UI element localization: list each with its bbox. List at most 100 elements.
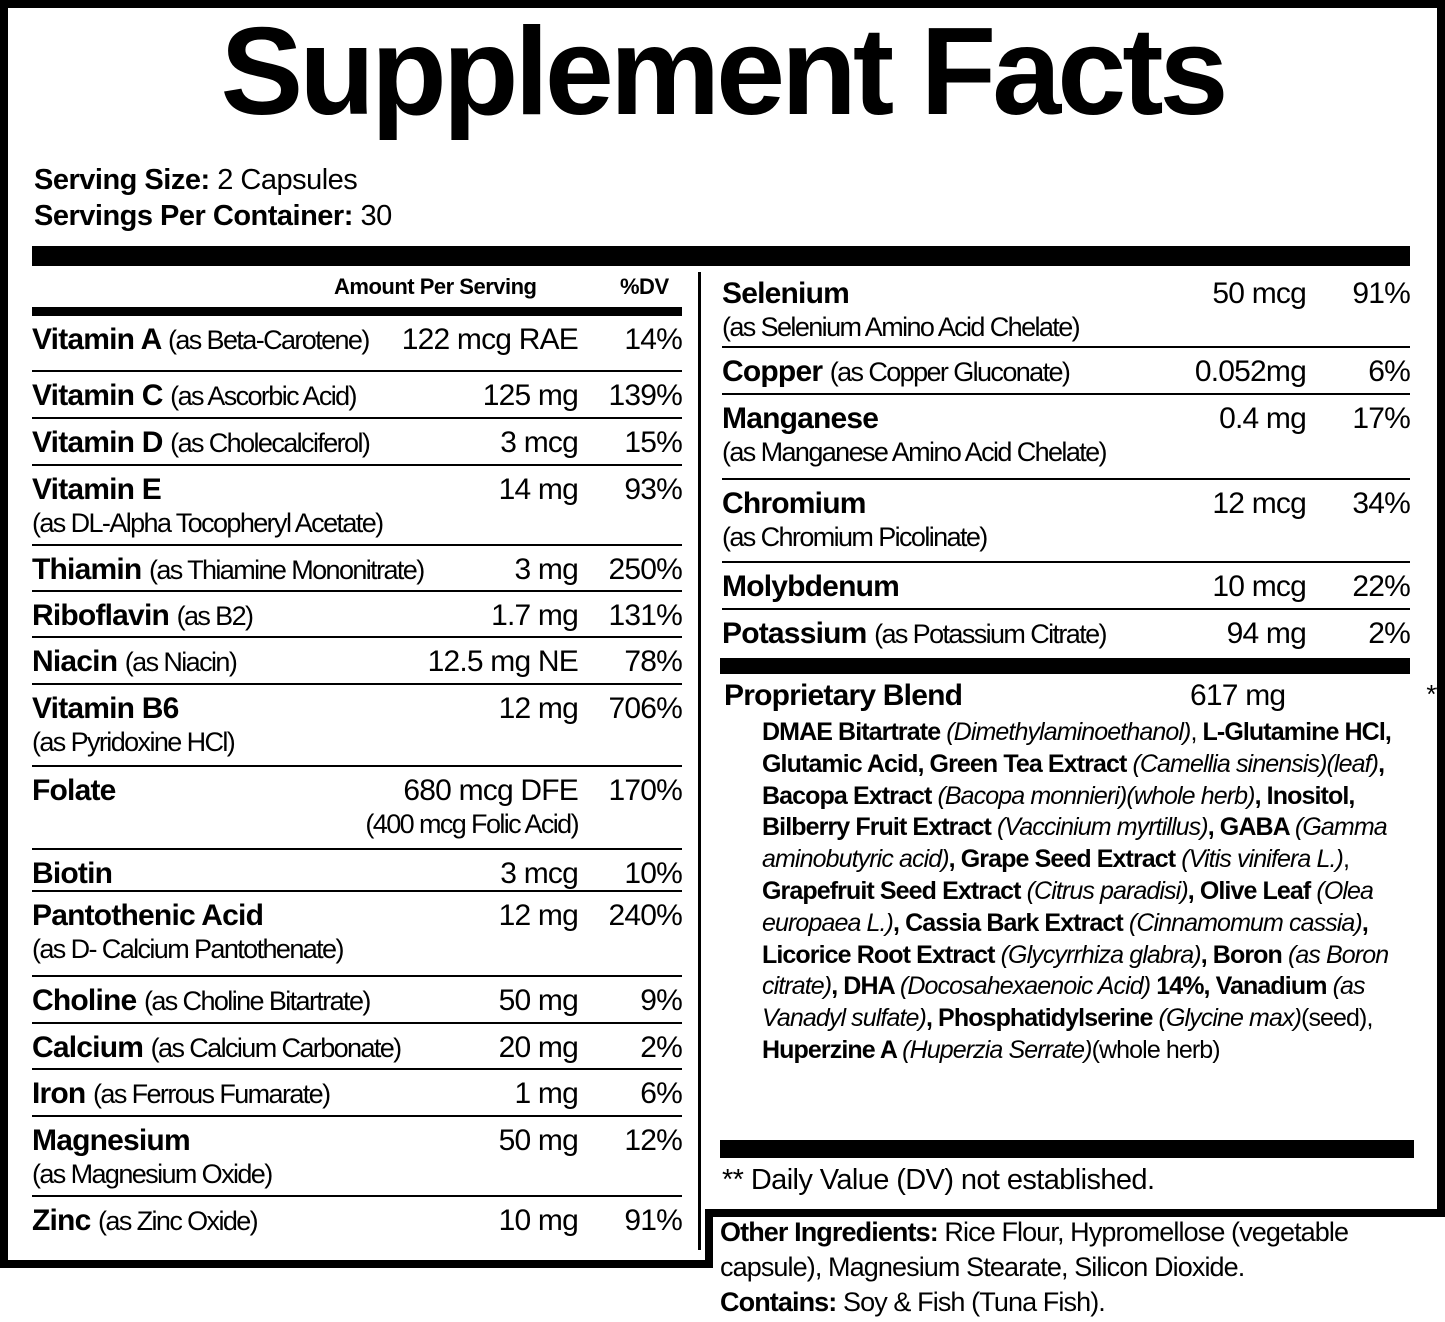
footnote: ** Daily Value (DV) not established. [722, 1164, 1155, 1196]
nutrient-dv: 6% [640, 1077, 683, 1110]
nutrient-row: Riboflavin (as B2) 1.7 mg 131% [32, 592, 683, 638]
nutrient-amount: 12 mg [498, 899, 579, 932]
blend-ingredient-text: (Vaccinium myrtillus) [996, 813, 1209, 842]
nutrient-form: (as Beta-Carotene) [167, 325, 370, 355]
nutrient-form: (as Copper Gluconate) [829, 357, 1071, 387]
nutrient-amount: 0.4 mg [1219, 402, 1307, 435]
nutrient-name: Vitamin B6 [32, 692, 179, 725]
nutrient-dv: 22% [1352, 570, 1410, 603]
nutrient-name: Pantothenic Acid [32, 899, 264, 932]
nutrient-name: Vitamin C (as Ascorbic Acid) [32, 379, 358, 412]
serving-size: Serving Size: 2 Capsules [34, 162, 358, 198]
header-divider [32, 307, 682, 316]
nutrient-form: (as Ascorbic Acid) [170, 381, 357, 411]
nutrient-row: Folate 680 mcg DFE (400 mcg Folic Acid) 170… [32, 767, 683, 850]
nutrient-amount: 1 mg [514, 1077, 579, 1110]
blend-ingredients: DMAE Bitartrate (Dimethylaminoethanol) , … [762, 717, 1422, 1067]
nutrient-amount: 12 mg [498, 692, 579, 725]
nutrient-dv: 17% [1352, 402, 1410, 435]
blend-ingredient-text: (Vitis vinifera L.) [1181, 845, 1344, 874]
nutrient-amount-detail: (400 mcg Folic Acid) [365, 809, 579, 839]
nutrient-name: Choline (as Choline Bitartrate) [32, 984, 371, 1017]
nutrient-form: (as Chromium Picolinate) [722, 522, 988, 552]
nutrient-name: Chromium [722, 487, 866, 520]
nutrient-amount: 94 mg [1226, 617, 1307, 650]
nutrient-row: Vitamin B6 (as Pyridoxine HCl) 12 mg 706% [32, 685, 683, 767]
nutrient-name: Biotin [32, 857, 113, 890]
nutrient-row: Biotin 3 mcg 10% [32, 850, 683, 892]
nutrient-dv: 34% [1352, 487, 1410, 520]
footer-divider [720, 1140, 1414, 1158]
blend-ingredient-text: , [1190, 718, 1203, 746]
nutrient-name: Copper (as Copper Gluconate) [722, 355, 1071, 388]
nutrient-name: Niacin (as Niacin) [32, 645, 238, 678]
nutrient-form: (as Choline Bitartrate) [143, 986, 371, 1016]
nutrient-row: Chromium (as Chromium Picolinate) 12 mcg 34… [722, 480, 1411, 563]
nutrient-row: Pantothenic Acid (as D- Calcium Pantothen… [32, 892, 683, 977]
nutrient-row: Zinc (as Zinc Oxide) 10 mg 91% [32, 1197, 683, 1262]
nutrient-amount: 125 mg [482, 379, 579, 412]
blend-ingredient-text: (whole herb) [1091, 1035, 1221, 1064]
blend-ingredient-text: , DHA [831, 972, 900, 1001]
nutrient-amount: 10 mg [498, 1204, 579, 1237]
blend-ingredient-text: (Camellia sinensis)(leaf) [1132, 749, 1379, 778]
blend-divider [720, 658, 1410, 674]
nutrient-form: (as Ferrous Fumarate) [93, 1079, 331, 1109]
nutrient-row: Vitamin D (as Cholecalciferol) 3 mcg 15% [32, 419, 683, 466]
nutrient-amount: 14 mg [498, 473, 579, 506]
nutrient-amount: 3 mcg [500, 426, 579, 459]
nutrient-form: (as Thiamine Mononitrate) [148, 555, 425, 585]
nutrient-row: Calcium (as Calcium Carbonate) 20 mg 2% [32, 1024, 683, 1070]
nutrient-row: Potassium (as Potassium Citrate) 94 mg 2% [722, 610, 1411, 658]
left-nutrient-list: Vitamin A (as Beta-Carotene) 122 mcg RAE 1… [32, 316, 683, 1262]
blend-ingredient-text: (Docosahexaenoic Acid) [899, 972, 1151, 1001]
nutrient-form: (as Potassium Citrate) [874, 619, 1107, 649]
blend-ingredient-text: , GABA [1207, 813, 1295, 842]
blend-ingredient-text: (Huperzia Serrate) [902, 1035, 1092, 1064]
contains-value: Soy & Fish (Tuna Fish). [836, 1287, 1106, 1317]
nutrient-dv: 2% [640, 1031, 683, 1064]
nutrient-dv: 91% [624, 1204, 682, 1237]
nutrient-amount: 20 mg [498, 1031, 579, 1064]
blend-ingredient-text: L-Glutamine HCl, Glutamic Acid, Green Te… [762, 718, 1392, 778]
thick-divider [32, 246, 1410, 266]
nutrient-row: Selenium (as Selenium Amino Acid Chelate)… [722, 270, 1411, 348]
other-ingredients-label: Other Ingredients: [720, 1217, 939, 1247]
nutrient-amount: 3 mg [514, 553, 579, 586]
nutrient-row: Magnesium (as Magnesium Oxide) 50 mg 12% [32, 1117, 683, 1197]
blend-ingredient-text: 14%, Vanadium [1150, 972, 1333, 1001]
blend-ingredient-text: (Dimethylaminoethanol) [946, 718, 1191, 746]
blend-ingredient-text: (seed), [1301, 1004, 1373, 1033]
nutrient-form: (as Niacin) [124, 647, 238, 677]
nutrient-dv: 250% [608, 553, 682, 586]
servings-per-container-value: 30 [360, 200, 392, 232]
nutrient-amount: 10 mcg [1212, 570, 1306, 603]
nutrient-form: (as Cholecalciferol) [170, 428, 371, 458]
page-title: Supplement Facts [220, 3, 1229, 141]
blend-ingredient-text: Huperzine A [762, 1035, 903, 1064]
blend-ingredient-text: (as Vanadyl sulfate) [762, 972, 1366, 1033]
blend-ingredient-text: , Cassia Bark Extract [892, 908, 1129, 937]
nutrient-name: Vitamin E [32, 473, 162, 506]
nutrient-row: Niacin (as Niacin) 12.5 mg NE 78% [32, 638, 683, 685]
nutrient-dv: 2% [1368, 617, 1411, 650]
right-nutrient-list: Selenium (as Selenium Amino Acid Chelate)… [722, 270, 1411, 658]
serving-size-value: 2 Capsules [217, 164, 358, 196]
nutrient-form: (as Magnesium Oxide) [32, 1159, 273, 1189]
nutrient-amount: 50 mcg [1212, 277, 1306, 310]
blend-dv: ** [1426, 679, 1445, 709]
blend-ingredient-text: , Grape Seed Extract [948, 845, 1182, 874]
blend-ingredient-text: (Citrus paradisi) [1026, 876, 1189, 905]
nutrient-name: Vitamin A (as Beta-Carotene) [32, 323, 370, 356]
nutrient-dv: 93% [624, 473, 682, 506]
contains-label: Contains: [720, 1287, 837, 1317]
blend-ingredient-text: , Bacopa Extract [762, 749, 1385, 810]
serving-size-label: Serving Size: [34, 164, 210, 196]
nutrient-dv: 10% [624, 857, 682, 890]
nutrient-dv: 706% [608, 692, 682, 725]
nutrient-row: Iron (as Ferrous Fumarate) 1 mg 6% [32, 1070, 683, 1117]
nutrient-name: Iron (as Ferrous Fumarate) [32, 1077, 331, 1110]
nutrient-form: (as Calcium Carbonate) [150, 1033, 403, 1063]
nutrient-row: Molybdenum 10 mcg 22% [722, 563, 1411, 610]
blend-ingredient-text: (Glycine max) [1158, 1004, 1302, 1033]
